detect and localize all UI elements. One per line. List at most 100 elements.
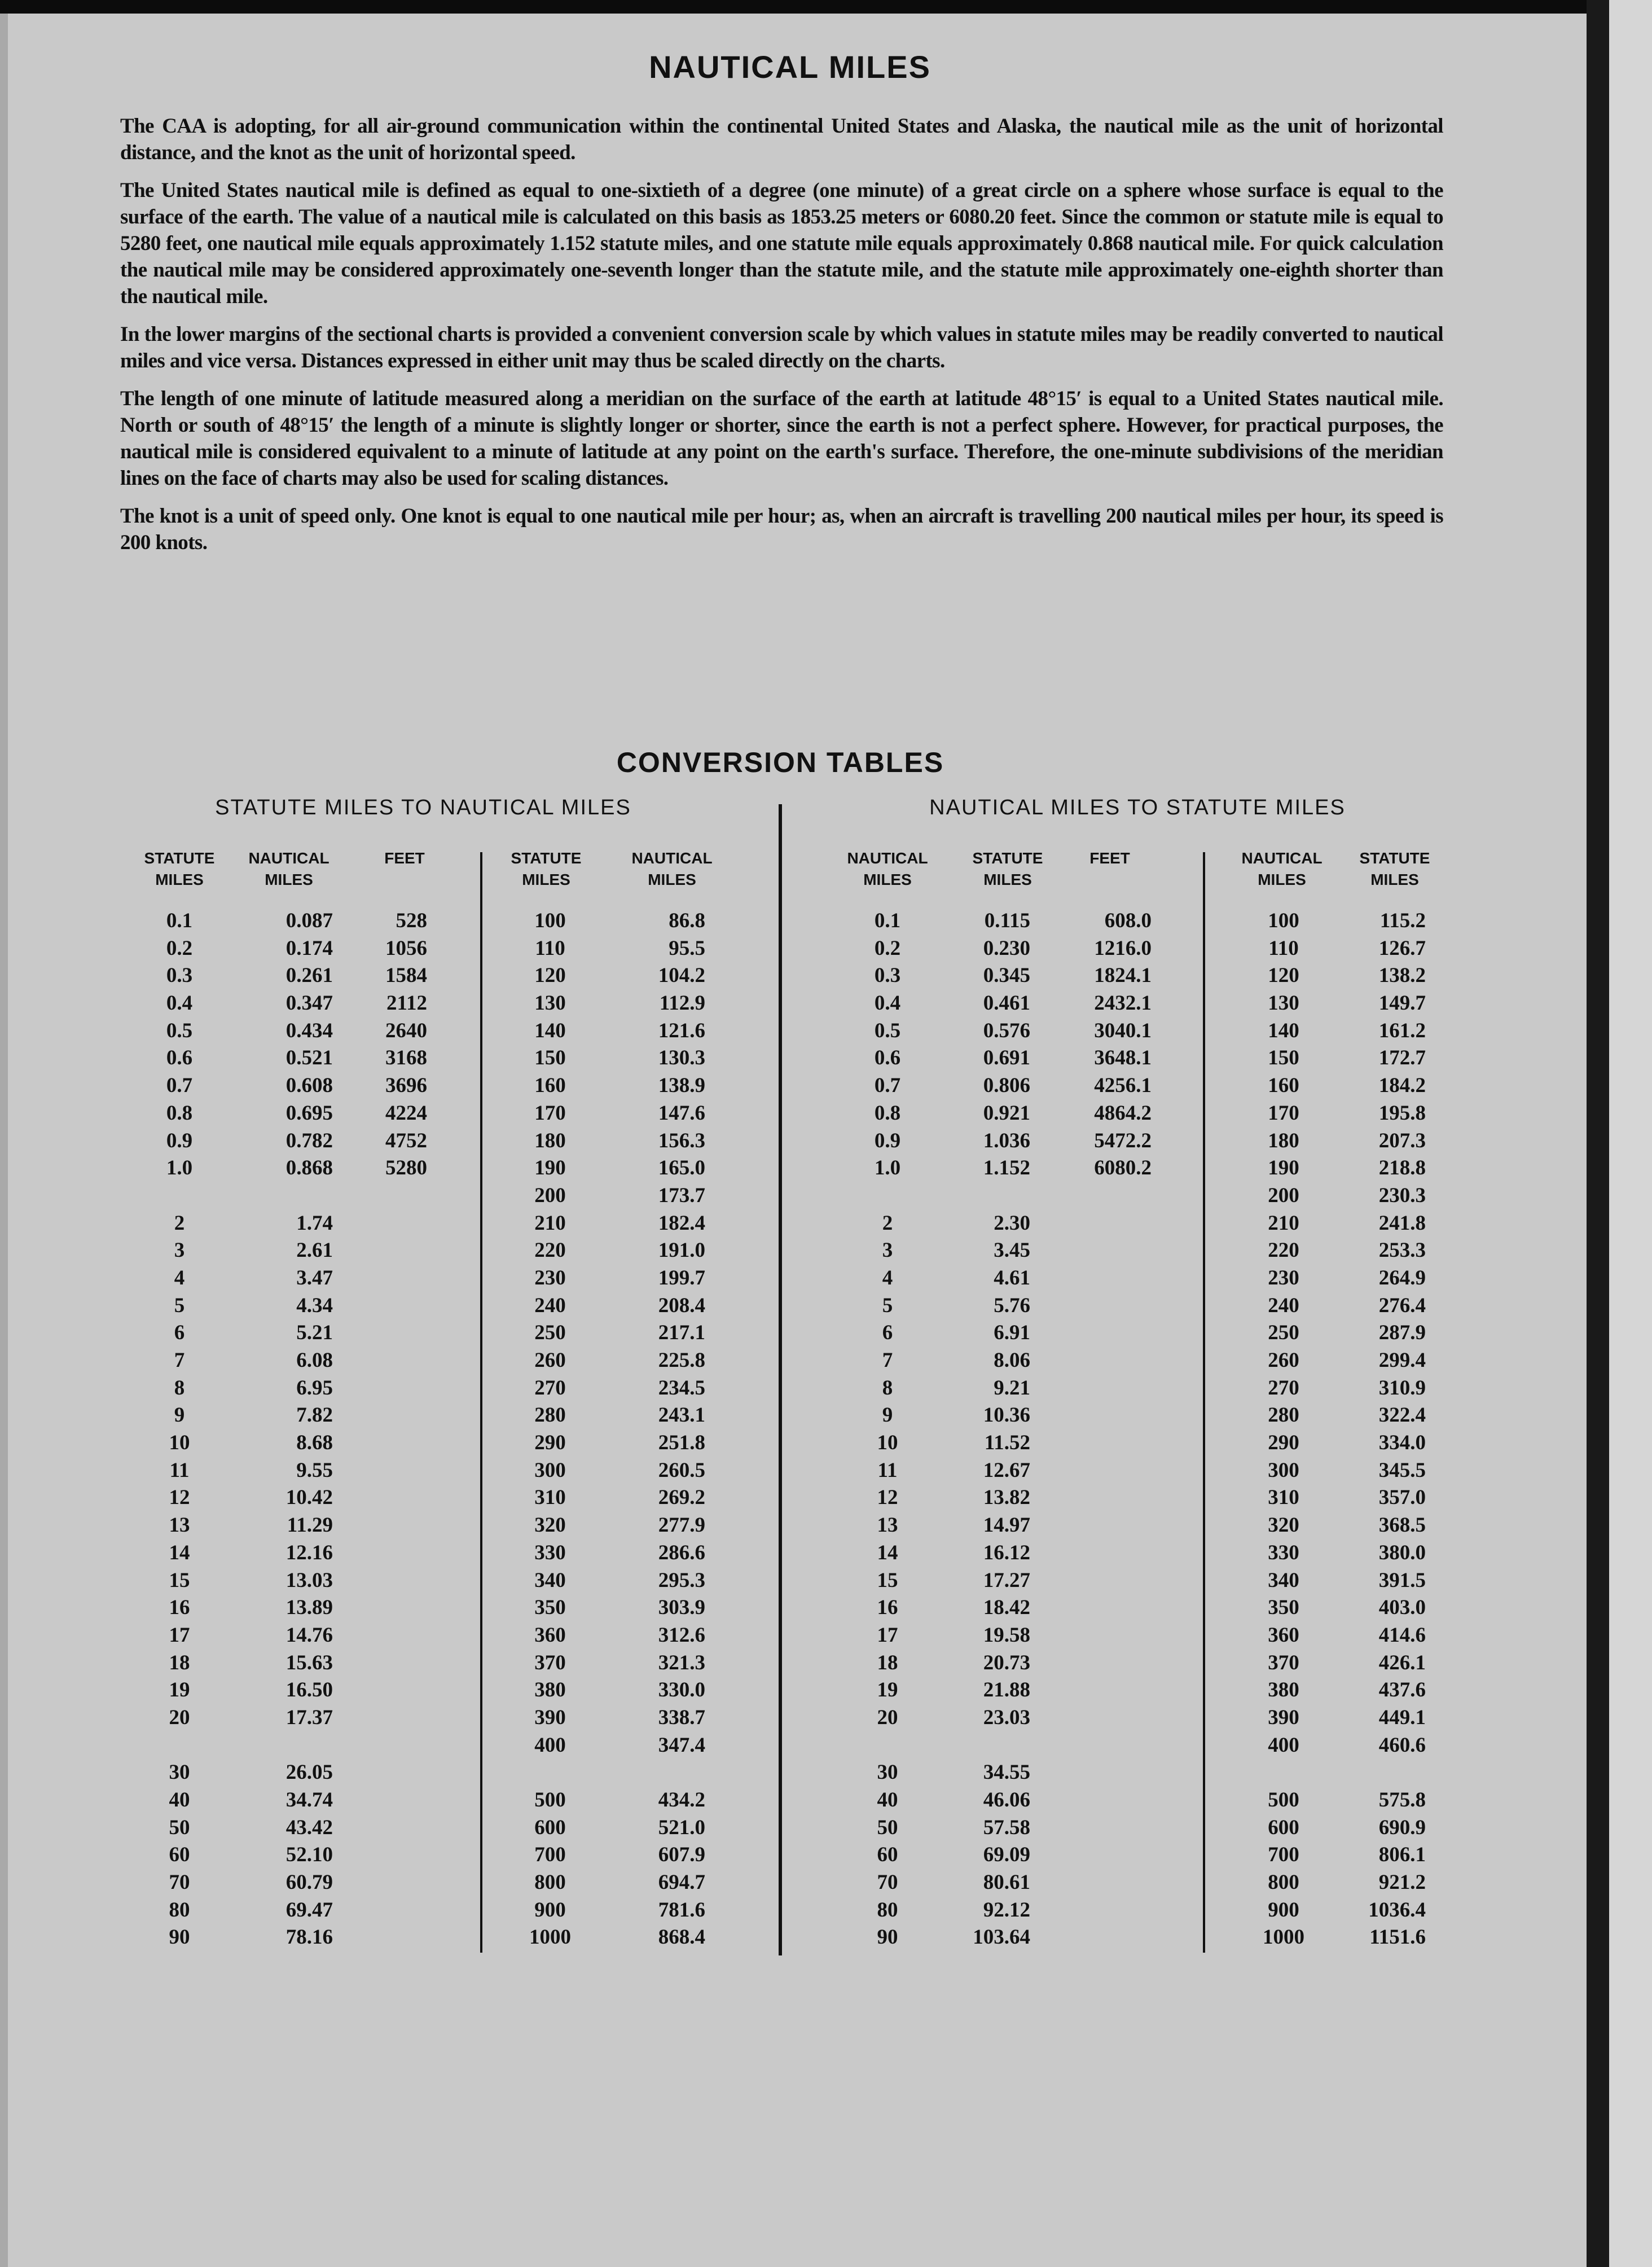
table-cell: 0.3: [874, 964, 901, 988]
table-cell: 310.9: [1378, 1376, 1426, 1400]
table-cell: 69.09: [983, 1843, 1030, 1867]
table-cell: 10.36: [983, 1404, 1030, 1427]
table-cell: 370: [534, 1651, 566, 1674]
table-cell: 2640: [385, 1019, 427, 1042]
table-cell: 80: [877, 1898, 898, 1922]
table-cell: 3696: [385, 1074, 427, 1098]
table-cell: 150: [534, 1046, 566, 1070]
table-cell: 0.6: [166, 1046, 193, 1070]
table-cell: 868.4: [658, 1926, 705, 1949]
table-cell: 380: [534, 1678, 566, 1702]
table-cell: 147.6: [658, 1101, 705, 1125]
table-cell: 921.2: [1378, 1871, 1426, 1895]
table-cell: 104.2: [658, 964, 705, 988]
table-cell: 34.74: [285, 1788, 333, 1812]
table-cell: 449.1: [1378, 1705, 1426, 1729]
table-cell: 0.3: [166, 964, 193, 988]
table-cell: 0.8: [166, 1101, 193, 1125]
table-cell: 4: [882, 1266, 893, 1290]
table-cell: 90: [877, 1926, 898, 1949]
table-cell: 1.74: [296, 1211, 333, 1235]
table-cell: 334.0: [1378, 1431, 1426, 1455]
table-cell: 575.8: [1378, 1788, 1426, 1812]
table-cell: 5.76: [994, 1293, 1030, 1317]
table-cell: 230: [534, 1266, 566, 1290]
table-cell: 347.4: [658, 1733, 705, 1757]
table-cell: 140: [1268, 1019, 1299, 1042]
table-cell: 5: [882, 1293, 893, 1317]
table-cell: 95.5: [669, 936, 705, 960]
table-cell: 251.8: [658, 1431, 705, 1455]
table-cell: 0.5: [874, 1019, 901, 1042]
table-cell: 19.58: [983, 1623, 1030, 1647]
table-column-statute-2: 100 110 120 130 140 150 160 170 180 190 200 210 220 2…: [488, 907, 612, 1952]
table-cell: 218.8: [1378, 1156, 1426, 1180]
table-cell: 30: [169, 1761, 190, 1784]
table-cell: 86.8: [669, 909, 705, 932]
table-cell: 18: [877, 1651, 898, 1674]
table-cell: 286.6: [658, 1541, 705, 1564]
table-cell: 220: [1268, 1239, 1299, 1262]
table-heading-statute-to-nautical: STATUTE MILES TO NAUTICAL MILES: [215, 796, 631, 819]
table-cell: 15: [169, 1568, 190, 1592]
table-cell: 310: [1268, 1486, 1299, 1510]
table-cell: 2.61: [296, 1239, 333, 1262]
table-cell: 103.64: [973, 1926, 1030, 1949]
table-cell: 80: [169, 1898, 190, 1922]
table-cell: 92.12: [983, 1898, 1030, 1922]
table-cell: 4.34: [296, 1293, 333, 1317]
table-cell: 13.03: [285, 1568, 333, 1592]
table-cell: 0.806: [983, 1074, 1030, 1098]
table-cell: 60.79: [285, 1871, 333, 1895]
table-cell: 260: [534, 1349, 566, 1372]
table-cell: 1216.0: [1094, 936, 1152, 960]
table-cell: [906, 1732, 1030, 1760]
table-cell: 18.42: [983, 1596, 1030, 1620]
table-cell: 437.6: [1378, 1678, 1426, 1702]
table-cell: 190: [1268, 1156, 1299, 1180]
table-cell: 300: [1268, 1458, 1299, 1482]
table-cell: 207.3: [1378, 1129, 1426, 1152]
column-header: NAUTICAL MILES: [1241, 849, 1323, 888]
table-cell: 121.6: [658, 1019, 705, 1042]
table-cell: 0.6: [874, 1046, 901, 1070]
table-cell: 6.91: [994, 1321, 1030, 1345]
table-cell: 60: [169, 1843, 190, 1867]
table-cell: 10: [169, 1431, 190, 1455]
table-cell: 11: [877, 1458, 898, 1482]
table-cell: 310: [534, 1486, 566, 1510]
table-cell: 320: [1268, 1514, 1299, 1537]
table-cell: 112.9: [659, 992, 705, 1015]
table-cell: 9: [174, 1404, 185, 1427]
table-cell: 173.7: [658, 1183, 705, 1207]
table-cell: 607.9: [658, 1843, 705, 1867]
table-cell: 23.03: [983, 1705, 1030, 1729]
table-cell: 391.5: [1378, 1568, 1426, 1592]
table-cell: 2: [882, 1211, 893, 1235]
table-cell: 600: [534, 1816, 566, 1839]
table-cell: 200: [1268, 1183, 1299, 1207]
table-cell: 370: [1268, 1651, 1299, 1674]
table-cell: 260: [1268, 1349, 1299, 1372]
table-cell: 15.63: [285, 1651, 333, 1674]
table-cell: 40: [877, 1788, 898, 1812]
table-cell: 110: [1268, 936, 1299, 960]
table-cell: 3: [174, 1239, 185, 1262]
table-cell: 9: [882, 1404, 893, 1427]
table-cell: 4752: [385, 1129, 427, 1152]
table-cell: 230.3: [1378, 1183, 1426, 1207]
table-cell: 0.115: [984, 909, 1030, 932]
table-cell: 149.7: [1378, 992, 1426, 1015]
table-cell: 1.0: [874, 1156, 901, 1180]
table-cell: 13.89: [285, 1596, 333, 1620]
table-cell: 0.7: [166, 1074, 193, 1098]
table-cell: 230: [1268, 1266, 1299, 1290]
table-cell: 250: [534, 1321, 566, 1345]
scan-top-band: [0, 0, 1652, 14]
table-cell: 400: [534, 1733, 566, 1757]
table-cell: 1000: [1263, 1926, 1304, 1949]
table-cell: 0.608: [285, 1074, 333, 1098]
table-cell: 321.3: [658, 1651, 705, 1674]
table-cell: 6.08: [296, 1349, 333, 1372]
table-cell: 0.1: [166, 909, 193, 932]
